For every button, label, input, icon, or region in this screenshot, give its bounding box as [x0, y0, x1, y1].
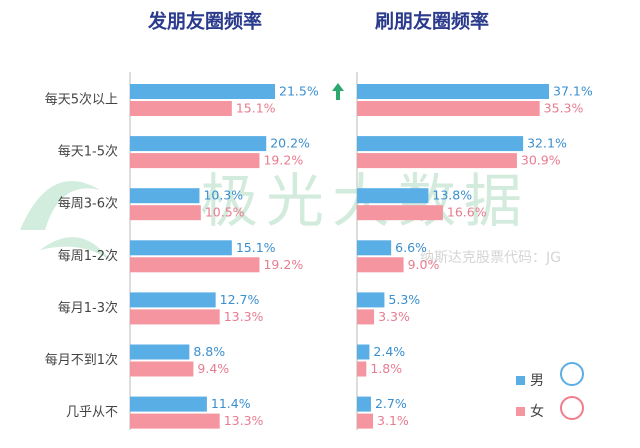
value-label: 21.5%: [279, 84, 319, 99]
chart-title: 发朋友圈频率: [147, 10, 262, 33]
bar: [357, 361, 367, 377]
category-label: 每月1-3次: [58, 300, 118, 316]
value-label: 19.2%: [263, 153, 303, 168]
value-label: 15.1%: [236, 101, 276, 116]
category-label: 每天1-5次: [58, 144, 118, 160]
bar: [130, 188, 200, 204]
bar: [130, 413, 220, 429]
value-label: 9.0%: [408, 257, 440, 272]
bar: [130, 361, 194, 377]
bar: [357, 292, 385, 308]
bar: [357, 84, 549, 99]
value-label: 5.3%: [388, 292, 420, 307]
bar: [357, 257, 404, 273]
bar: [130, 153, 260, 169]
bar: [130, 205, 201, 221]
value-label: 8.8%: [193, 344, 225, 359]
bar: [357, 344, 370, 360]
watermark-icon: [20, 181, 110, 260]
bar: [130, 136, 267, 152]
value-label: 13.3%: [224, 413, 264, 428]
value-label: 1.8%: [370, 361, 402, 376]
value-label: 13.8%: [432, 188, 472, 203]
up-arrow: [332, 83, 344, 100]
value-label: 3.1%: [377, 413, 409, 428]
bar: [357, 309, 375, 325]
bar: [357, 101, 540, 116]
value-label: 19.2%: [263, 257, 303, 272]
bar: [357, 396, 371, 412]
bar: [357, 153, 517, 169]
legend: 男 女: [516, 362, 584, 420]
category-label: 几乎从不: [66, 405, 118, 420]
category-label: 每天5次以上: [45, 92, 118, 108]
bar: [130, 101, 232, 116]
bar: [130, 309, 220, 325]
value-label: 10.5%: [205, 205, 245, 220]
value-label: 20.2%: [270, 136, 310, 151]
category-label: 每周3-6次: [58, 196, 118, 212]
bar: [130, 292, 216, 308]
watermark-note: 纳斯达克股票代码：JG: [420, 250, 561, 266]
value-label: 35.3%: [544, 101, 584, 116]
value-label: 9.4%: [197, 361, 229, 376]
female-icon: [560, 396, 584, 420]
legend-label: 女: [530, 403, 544, 420]
bar: [130, 344, 190, 360]
value-label: 16.6%: [447, 205, 487, 220]
value-label: 37.1%: [553, 84, 593, 99]
value-label: 11.4%: [211, 396, 251, 411]
bar: [130, 257, 260, 273]
bar: [357, 188, 429, 204]
chart-title: 刷朋友圈频率: [375, 10, 489, 33]
category-label: 每周1-2次: [58, 248, 118, 264]
category-label: 每月不到1次: [45, 352, 118, 368]
bar: [130, 396, 207, 412]
bar: [130, 240, 232, 256]
bar: [357, 240, 392, 256]
value-label: 13.3%: [224, 309, 264, 324]
legend-label: 男: [530, 373, 544, 389]
male-icon: [560, 362, 584, 386]
legend-swatch: [516, 376, 525, 385]
value-label: 30.9%: [521, 153, 561, 168]
value-label: 2.4%: [373, 344, 405, 359]
value-label: 3.3%: [378, 309, 410, 324]
value-label: 6.6%: [395, 240, 427, 255]
bar: [357, 205, 443, 221]
bar: [357, 136, 524, 152]
bar: [357, 413, 374, 429]
value-label: 32.1%: [527, 136, 567, 151]
value-label: 15.1%: [236, 240, 276, 255]
value-label: 2.7%: [375, 396, 407, 411]
bar: [130, 84, 275, 99]
legend-swatch: [516, 407, 525, 416]
value-label: 12.7%: [220, 292, 260, 307]
value-label: 10.3%: [203, 188, 243, 203]
